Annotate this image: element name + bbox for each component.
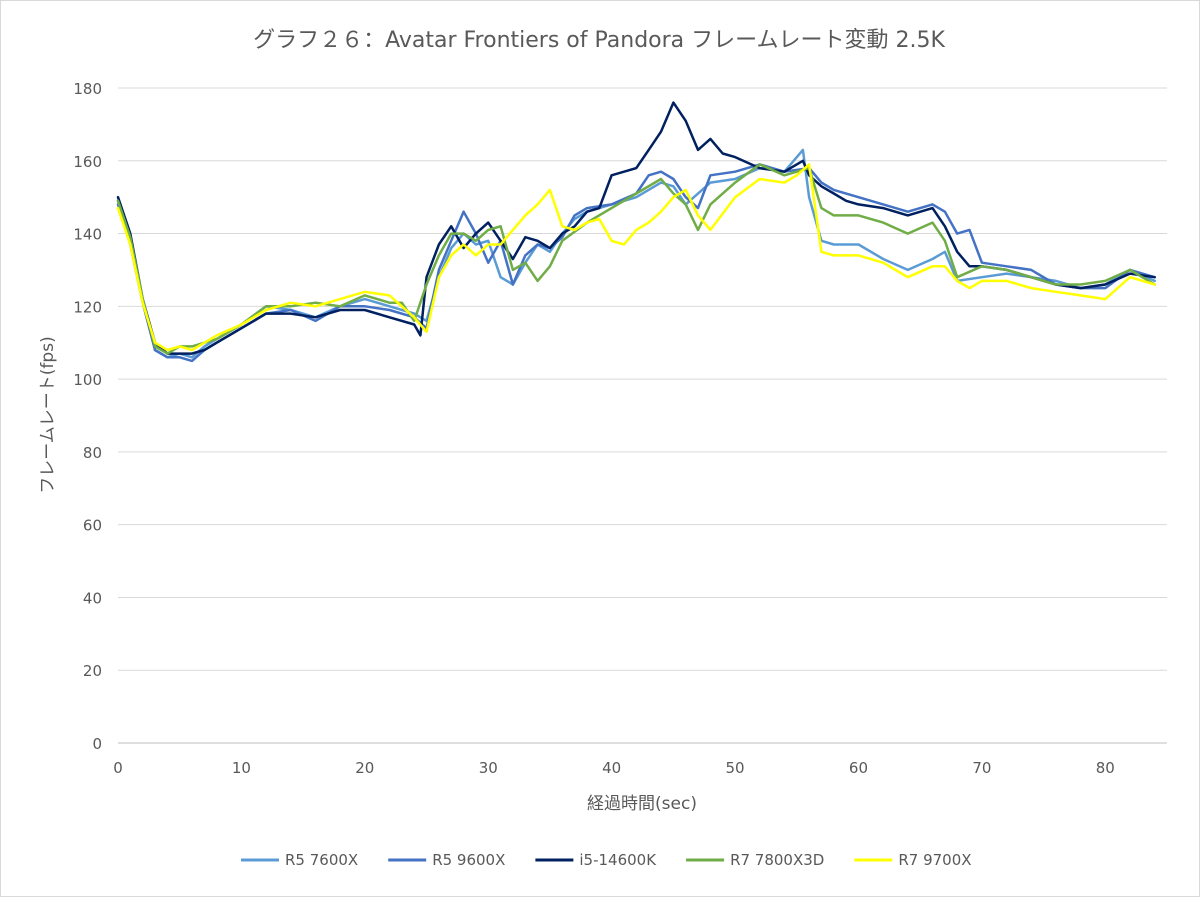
- y-tick-label: 0: [92, 735, 102, 753]
- legend-item: R7 9700X: [854, 851, 972, 869]
- x-tick-label: 60: [849, 759, 868, 777]
- chart-title: グラフ２６：Avatar Frontiers of Pandora フレームレー…: [253, 28, 945, 53]
- x-axis-ticks: 0 10 20 30 40 50 60 70 80: [113, 759, 1115, 777]
- y-tick-label: 100: [73, 371, 102, 389]
- y-tick-label: 20: [83, 662, 102, 680]
- y-tick-label: 120: [73, 298, 102, 316]
- legend-label: R5 9600X: [432, 851, 505, 869]
- y-tick-label: 140: [73, 226, 102, 244]
- x-tick-label: 40: [602, 759, 621, 777]
- legend-item: i5-14600K: [535, 851, 657, 869]
- legend-item: R5 9600X: [388, 851, 505, 869]
- y-tick-label: 160: [73, 153, 102, 171]
- series-line-i5-14600k: [116, 101, 1156, 355]
- legend-label: R7 7800X3D: [730, 851, 824, 869]
- series-line-r5-7600x: [116, 148, 1156, 359]
- legend-label: R5 7600X: [285, 851, 358, 869]
- x-tick-label: 30: [479, 759, 498, 777]
- legend-item: R5 7600X: [241, 851, 358, 869]
- x-tick-label: 70: [972, 759, 991, 777]
- x-tick-label: 50: [726, 759, 745, 777]
- x-tick-label: 0: [113, 759, 123, 777]
- y-axis-ticks: 180 160 140 120 100 80 60 40 20 0: [73, 80, 102, 753]
- y-tick-label: 80: [83, 444, 102, 462]
- x-tick-label: 20: [355, 759, 374, 777]
- y-tick-label: 60: [83, 517, 102, 535]
- legend-label: R7 9700X: [898, 851, 971, 869]
- legend-item: R7 7800X3D: [686, 851, 824, 869]
- x-axis-label: 経過時間(sec): [587, 794, 697, 814]
- series-line-r7-9700x: [116, 163, 1156, 352]
- legend: R5 7600X R5 9600X i5-14600K R7 7800X3D R7 97…: [241, 851, 972, 869]
- x-tick-label: 10: [232, 759, 251, 777]
- y-tick-label: 180: [73, 80, 102, 98]
- x-tick-label: 80: [1096, 759, 1115, 777]
- series-lines: [116, 101, 1156, 363]
- legend-label: i5-14600K: [579, 851, 657, 869]
- y-tick-label: 40: [83, 589, 102, 607]
- y-axis-label: フレームレート(fps): [38, 336, 58, 493]
- series-line-r7-7800x3d: [116, 163, 1156, 355]
